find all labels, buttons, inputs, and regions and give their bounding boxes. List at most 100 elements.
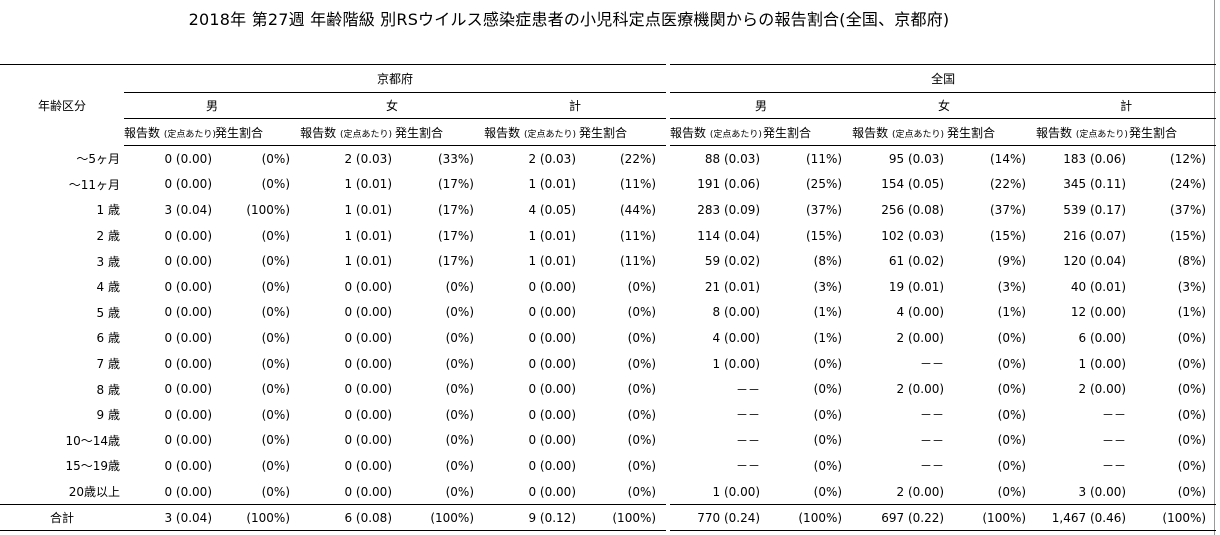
count-cell: －－ (736, 382, 761, 397)
count-cell: 1 (0.00) (712, 356, 761, 371)
rate-cell: (0%) (997, 484, 1027, 499)
count-cell: 1,467 (0.46) (1036, 504, 1127, 532)
count-cell: 0 (0.00) (164, 177, 212, 192)
rate-cell: (0%) (445, 458, 474, 473)
per-site-label: (定点あたり) (339, 129, 392, 140)
count-cell: 40 (0.01) (1070, 279, 1127, 294)
count-per-site-header: 報告数 (定点あたり) (668, 118, 762, 146)
count-cell: －－ (920, 459, 945, 474)
rate-cell: (0%) (1177, 330, 1207, 345)
table-row: 20歳以上 0 (0.00) (0%) 0 (0.00) (0%) 0 (0.00) (0%… (0, 478, 1216, 505)
rate-cell: (0%) (1177, 382, 1207, 397)
count-cell: 6 (0.00) (1078, 330, 1127, 345)
rate-cell: (8%) (1177, 254, 1207, 269)
age-cell: 20歳以上 (68, 485, 120, 500)
rate-cell: (0%) (576, 376, 671, 402)
rate-cell: (0%) (445, 382, 474, 397)
count-cell: －－ (920, 433, 945, 448)
age-cell: 10～14歳 (65, 433, 120, 448)
count-cell: 114 (0.04) (697, 228, 761, 243)
rate-cell: (1%) (813, 305, 843, 320)
rate-header: 発生割合 (944, 118, 1037, 146)
count-cell: －－ (736, 408, 761, 423)
rate-cell: (14%) (990, 151, 1027, 166)
count-label: 報告数 (124, 125, 161, 140)
count-cell: 95 (0.03) (888, 151, 945, 166)
age-cell: 6 歳 (96, 331, 120, 346)
sex-header-total: 計 (1036, 92, 1217, 119)
rate-cell: (0%) (576, 427, 671, 454)
rate-cell: (0%) (813, 382, 843, 397)
rate-cell: (3%) (997, 279, 1027, 294)
count-cell: －－ (736, 433, 761, 448)
rate-cell: (100%) (760, 504, 853, 532)
age-cell: 合計 (0, 504, 124, 532)
rate-cell: (15%) (806, 228, 843, 243)
rate-cell: (11%) (806, 151, 843, 166)
count-cell: 0 (0.00) (164, 356, 212, 371)
table-row: ～5ヶ月 0 (0.00) (0%) 2 (0.03) (33%) 2 (0.03) (22… (0, 145, 1216, 172)
right-frame-border (1214, 0, 1220, 535)
count-label: 報告数 (852, 125, 889, 140)
count-cell: 2 (0.00) (896, 382, 945, 397)
rate-cell: (11%) (576, 248, 671, 274)
rate-cell: (0%) (1177, 458, 1207, 473)
count-cell: 0 (0.00) (344, 279, 392, 294)
rate-cell: (0%) (997, 433, 1027, 448)
rate-cell: (0%) (445, 305, 474, 320)
count-cell: 2 (0.03) (528, 151, 576, 166)
rate-header: 発生割合 (576, 118, 671, 146)
count-cell: 154 (0.05) (881, 177, 945, 192)
count-cell: 1 (0.01) (344, 202, 392, 217)
count-cell: －－ (920, 408, 945, 423)
rate-cell: (0%) (445, 407, 474, 422)
count-cell: 6 (0.08) (300, 504, 392, 532)
count-cell: 2 (0.00) (896, 484, 945, 499)
sex-header-male: 男 (668, 92, 853, 119)
count-cell: 9 (0.12) (484, 504, 576, 532)
count-cell: 0 (0.00) (344, 458, 392, 473)
count-cell: 0 (0.00) (164, 330, 212, 345)
count-cell: 0 (0.00) (344, 484, 392, 499)
rate-header: 発生割合 (1126, 118, 1217, 146)
count-cell: 0 (0.00) (528, 458, 576, 473)
rate-cell: (100%) (944, 504, 1037, 532)
count-cell: 0 (0.00) (344, 433, 392, 448)
rate-cell: (0%) (261, 484, 290, 499)
total-row: 合計 3 (0.04) (100%) 6 (0.08) (100%) 9 (0.12) (1… (0, 504, 1217, 532)
rate-cell: (0%) (813, 458, 843, 473)
age-cell: 8 歳 (96, 382, 120, 397)
rate-cell: (0%) (261, 356, 290, 371)
rate-cell: (100%) (212, 504, 300, 532)
count-label: 報告数 (484, 125, 521, 140)
count-cell: 0 (0.00) (528, 433, 576, 448)
rate-cell: (0%) (576, 325, 671, 351)
count-cell: 12 (0.00) (1070, 305, 1127, 320)
count-cell: 0 (0.00) (344, 305, 392, 320)
rate-cell: (0%) (997, 407, 1027, 422)
rate-cell: (33%) (437, 151, 474, 166)
count-cell: 59 (0.02) (704, 254, 761, 269)
table-row: 15～19歳 0 (0.00) (0%) 0 (0.00) (0%) 0 (0.00) (0… (0, 453, 1216, 479)
count-cell: 1 (0.01) (528, 254, 576, 269)
rate-cell: (0%) (813, 433, 843, 448)
rate-cell: (37%) (806, 202, 843, 217)
count-label: 報告数 (300, 125, 337, 140)
rate-cell: (0%) (813, 356, 843, 371)
count-cell: 0 (0.00) (164, 228, 212, 243)
rate-cell: (0%) (261, 254, 290, 269)
count-cell: 0 (0.00) (344, 407, 392, 422)
age-cell: 2 歳 (96, 229, 120, 244)
count-cell: 216 (0.07) (1063, 228, 1127, 243)
count-cell: 1 (0.01) (344, 254, 392, 269)
count-label: 報告数 (670, 125, 707, 140)
rate-cell: (0%) (997, 458, 1027, 473)
count-cell: 3 (0.00) (1078, 484, 1127, 499)
age-cell: 3 歳 (96, 254, 120, 269)
count-cell: 256 (0.08) (881, 202, 945, 217)
rate-cell: (37%) (1170, 202, 1207, 217)
count-cell: 0 (0.00) (164, 382, 212, 397)
count-cell: 0 (0.00) (528, 382, 576, 397)
